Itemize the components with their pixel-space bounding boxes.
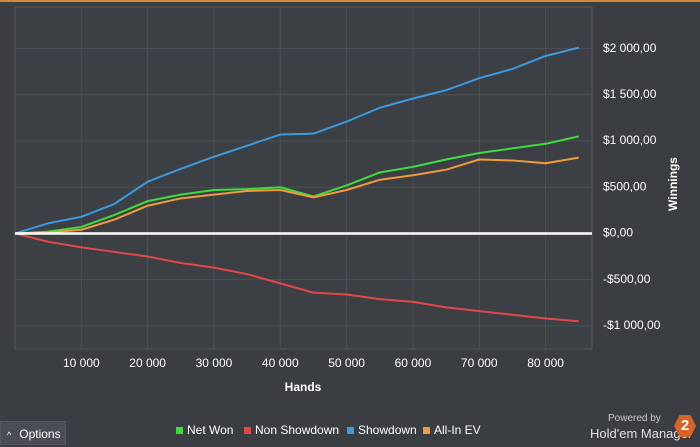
legend-swatch — [244, 427, 251, 434]
x-tick-label: 20 000 — [129, 356, 166, 370]
y-tick-label: $2 000,00 — [603, 41, 657, 55]
brand: Hold'em Manager — [590, 426, 693, 441]
x-tick-label: 50 000 — [328, 356, 365, 370]
x-axis-title: Hands — [285, 380, 322, 394]
plot-area — [14, 6, 593, 350]
legend-label: Showdown — [358, 423, 417, 437]
series-line — [14, 232, 579, 323]
options-label: Options — [19, 427, 61, 441]
series-line — [14, 156, 579, 235]
x-tick-label: 40 000 — [262, 356, 299, 370]
powered-by: Powered by — [608, 413, 661, 424]
legend-swatch — [176, 427, 183, 434]
y-tick-label: $0,00 — [603, 226, 633, 240]
legend-swatch — [347, 427, 354, 434]
options-button[interactable]: ^ Options — [0, 421, 66, 445]
x-tick-label: 30 000 — [196, 356, 233, 370]
y-tick-label: $500,00 — [603, 179, 647, 193]
y-axis-title: Winnings — [666, 157, 680, 211]
y-tick-label: -$1 000,00 — [603, 318, 661, 332]
y-tick-label: $1 500,00 — [603, 87, 657, 101]
logo: 2 — [674, 415, 696, 437]
series-line — [14, 46, 579, 235]
legend-label: Net Won — [187, 423, 233, 437]
y-tick-label: -$500,00 — [603, 272, 651, 286]
y-tick-label: $1 000,00 — [603, 133, 657, 147]
x-tick-label: 60 000 — [395, 356, 432, 370]
x-tick-label: 10 000 — [63, 356, 100, 370]
x-tick-label: 70 000 — [461, 356, 498, 370]
series-line — [14, 135, 579, 235]
x-tick-label: 80 000 — [527, 356, 564, 370]
legend-swatch — [423, 427, 430, 434]
legend-label: All-In EV — [434, 423, 481, 437]
legend-label: Non Showdown — [255, 423, 339, 437]
